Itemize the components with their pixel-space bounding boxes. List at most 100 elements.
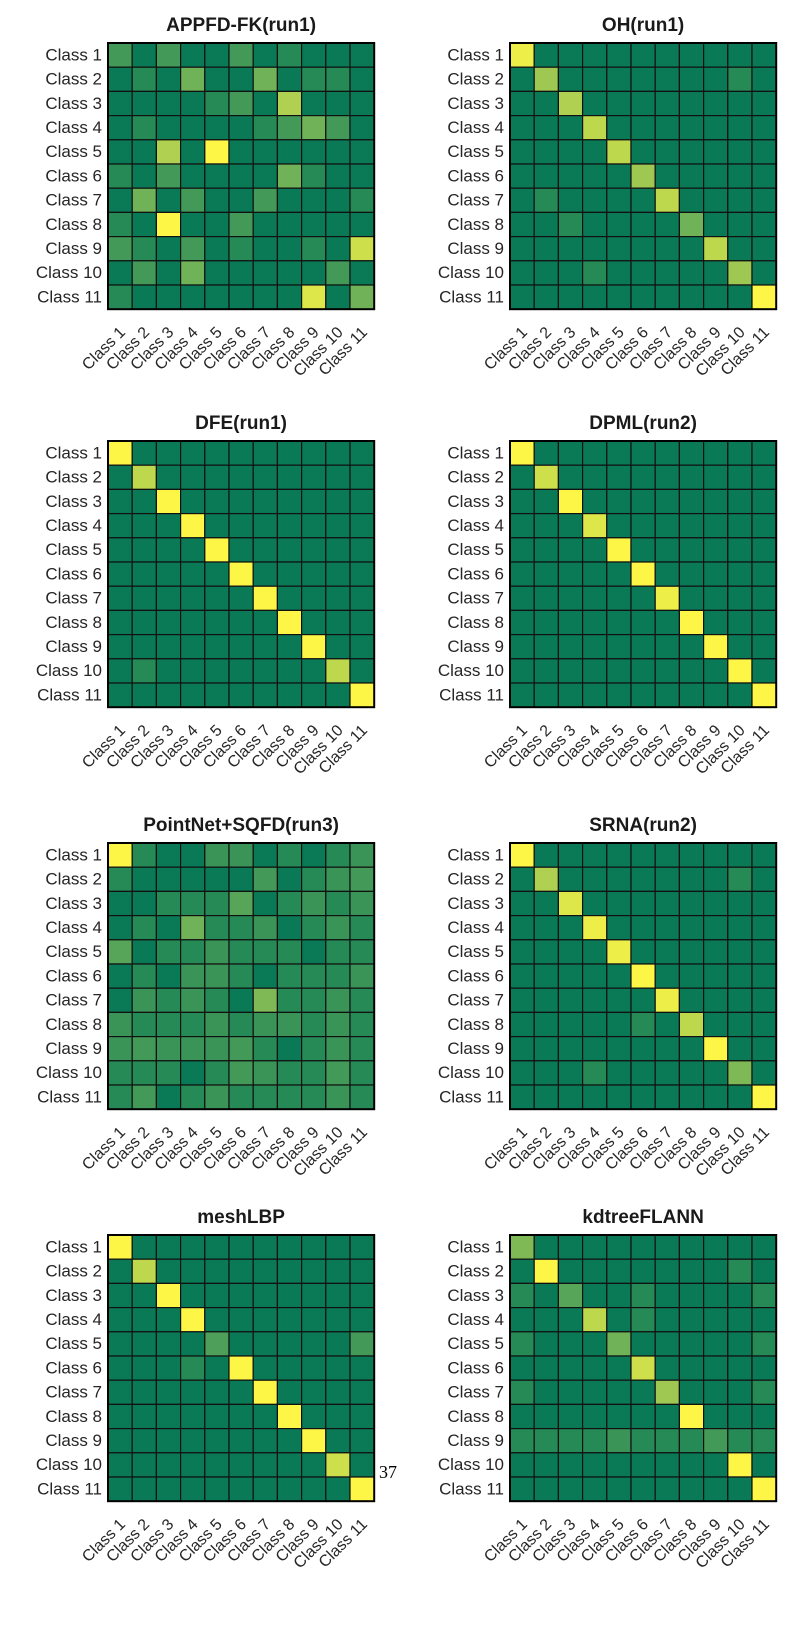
heatmap-cell bbox=[509, 1355, 535, 1381]
heatmap-cell bbox=[131, 1331, 157, 1357]
heatmap-cell bbox=[606, 842, 632, 868]
heatmap-cell bbox=[509, 609, 535, 636]
heatmap-cell bbox=[180, 284, 206, 310]
row-tick-label: Class 11 bbox=[37, 1087, 102, 1106]
row-tick-label: Class 8 bbox=[45, 1407, 102, 1426]
heatmap-cell bbox=[581, 658, 608, 684]
heatmap-cell bbox=[581, 1355, 608, 1381]
heatmap-cell bbox=[180, 1355, 206, 1381]
heatmap-cell bbox=[727, 890, 753, 917]
row-tick-label: Class 6 bbox=[45, 166, 102, 185]
heatmap-cell bbox=[606, 284, 632, 310]
heatmap-cell bbox=[204, 1035, 230, 1062]
heatmap-cell bbox=[107, 163, 133, 189]
heatmap-cell bbox=[180, 866, 206, 893]
heatmap-cell bbox=[678, 609, 705, 636]
heatmap-cell bbox=[509, 512, 535, 539]
heatmap-cell bbox=[228, 939, 254, 965]
heatmap-cell bbox=[325, 163, 351, 189]
heatmap-cell bbox=[252, 1306, 278, 1333]
heatmap-cell bbox=[276, 284, 303, 310]
heatmap-cell bbox=[301, 1355, 327, 1381]
heatmap-cell bbox=[630, 211, 656, 238]
heatmap-cell bbox=[727, 42, 753, 68]
heatmap-cell bbox=[727, 284, 753, 310]
heatmap-cell bbox=[654, 842, 681, 868]
heatmap-cell bbox=[131, 633, 157, 660]
heatmap-cell bbox=[204, 842, 230, 868]
heatmap-cell bbox=[581, 284, 608, 310]
heatmap-cell bbox=[301, 284, 327, 310]
heatmap-cell bbox=[630, 1403, 656, 1430]
heatmap-cell bbox=[727, 1427, 753, 1454]
heatmap-cell bbox=[276, 1452, 303, 1478]
heatmap-cell bbox=[131, 163, 157, 189]
heatmap-cell bbox=[727, 1258, 753, 1284]
heatmap-cell bbox=[301, 1331, 327, 1357]
row-tick-label: Class 10 bbox=[36, 1063, 102, 1082]
heatmap-cell bbox=[301, 537, 327, 563]
heatmap-cell bbox=[533, 963, 560, 989]
heatmap-cell bbox=[606, 633, 632, 660]
plot-frame bbox=[107, 842, 376, 1111]
heatmap-cell bbox=[301, 512, 327, 539]
heatmap-cell bbox=[276, 537, 303, 563]
heatmap-cell bbox=[349, 1035, 375, 1062]
heatmap-cell bbox=[252, 440, 278, 466]
heatmap-cell bbox=[325, 939, 351, 965]
heatmap-cell bbox=[301, 1035, 327, 1062]
heatmap-cell bbox=[276, 114, 303, 141]
heatmap-cell bbox=[180, 236, 206, 262]
heatmap-cell bbox=[301, 939, 327, 965]
row-tick-label: Class 9 bbox=[447, 637, 504, 656]
heatmap-cell bbox=[751, 488, 777, 515]
heatmap-cell bbox=[557, 114, 584, 141]
heatmap-cell bbox=[727, 1452, 753, 1478]
heatmap-cell bbox=[509, 260, 535, 286]
heatmap-cell bbox=[301, 139, 327, 165]
heatmap-cell bbox=[727, 1084, 753, 1110]
heatmap-cell bbox=[155, 236, 182, 262]
heatmap-cell bbox=[204, 488, 230, 515]
heatmap-cell bbox=[654, 260, 681, 286]
heatmap-cell bbox=[751, 1011, 777, 1038]
heatmap-cell bbox=[325, 987, 351, 1014]
heatmap-cell bbox=[654, 90, 681, 117]
heatmap-cell bbox=[654, 1035, 681, 1062]
heatmap-cell bbox=[204, 90, 230, 117]
heatmap-cell bbox=[702, 187, 729, 213]
heatmap-cell bbox=[180, 464, 206, 491]
heatmap-cell bbox=[606, 1379, 632, 1405]
heatmap-cell bbox=[276, 1258, 303, 1284]
heatmap-cell bbox=[252, 609, 278, 636]
heatmap-cell bbox=[349, 561, 375, 587]
heatmap-cell bbox=[325, 1452, 351, 1478]
heatmap-cell bbox=[654, 1379, 681, 1405]
heatmap-cell bbox=[751, 537, 777, 563]
heatmap-cell bbox=[751, 163, 777, 189]
heatmap-cell bbox=[180, 1306, 206, 1333]
heatmap-cell bbox=[204, 512, 230, 539]
row-tick-label: Class 1 bbox=[447, 845, 504, 864]
heatmap-cell bbox=[678, 1282, 705, 1309]
heatmap-cell bbox=[252, 537, 278, 563]
heatmap-cell bbox=[155, 1060, 182, 1086]
heatmap-cell bbox=[276, 464, 303, 491]
heatmap-cell bbox=[581, 236, 608, 262]
heatmap-cell bbox=[325, 236, 351, 262]
heatmap-cell bbox=[751, 1355, 777, 1381]
heatmap-cell bbox=[509, 236, 535, 262]
heatmap-cell bbox=[654, 488, 681, 515]
heatmap-cell bbox=[325, 211, 351, 238]
heatmap-cell bbox=[702, 1355, 729, 1381]
heatmap-cell bbox=[107, 90, 133, 117]
heatmap-cell bbox=[557, 914, 584, 941]
heatmap-cell bbox=[751, 658, 777, 684]
row-tick-label: Class 11 bbox=[439, 287, 504, 306]
heatmap-cell bbox=[204, 682, 230, 708]
heatmap-cell bbox=[557, 1306, 584, 1333]
heatmap-cell bbox=[252, 114, 278, 141]
heatmap-cell bbox=[509, 1452, 535, 1478]
heatmap-cell bbox=[581, 464, 608, 491]
